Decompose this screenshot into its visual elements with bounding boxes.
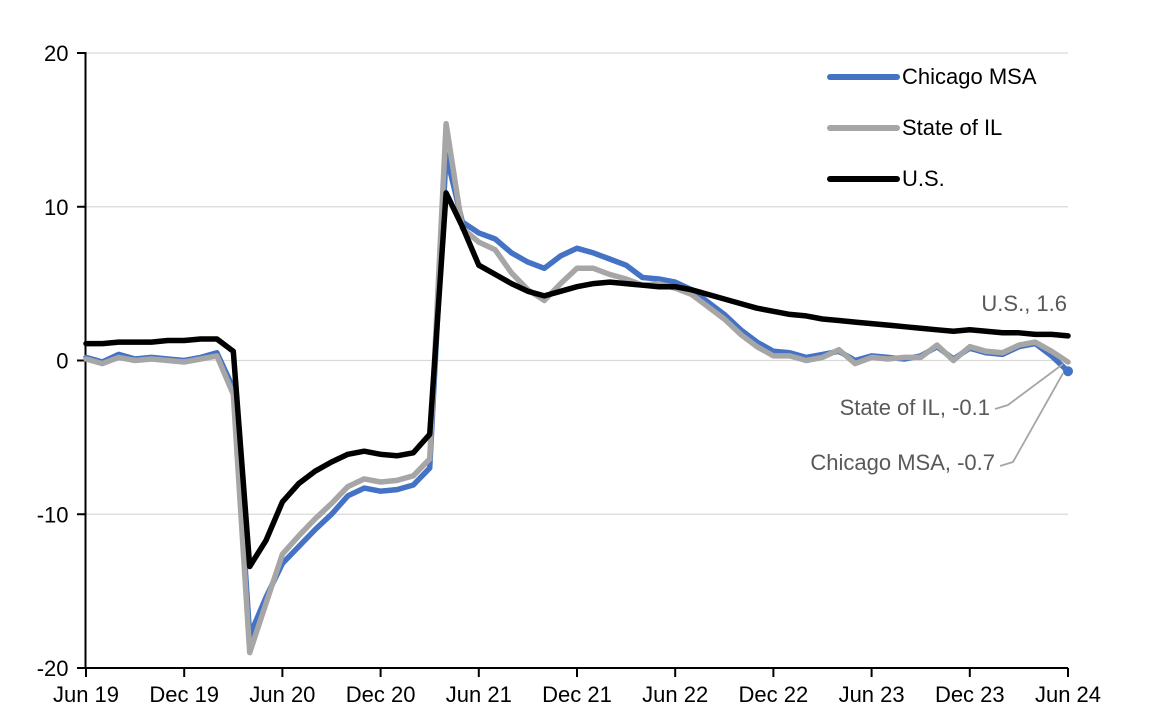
y-tick-label: 20 (44, 41, 68, 66)
legend-label-us: U.S. (902, 166, 945, 191)
y-tick-label: 10 (44, 195, 68, 220)
series-line-state-of-il (83, 120, 1071, 656)
legend-label-chicago-msa: Chicago MSA (902, 64, 1037, 89)
chicago-msa-line-swatch (827, 74, 900, 80)
us-annotation-label: U.S., 1.6 (981, 291, 1067, 316)
x-tick-label: Dec 20 (346, 682, 416, 707)
x-tick-label: Dec 21 (542, 682, 612, 707)
series-line-u-s (83, 190, 1071, 570)
chicago-msa-annotation-label: Chicago MSA, -0.7 (810, 450, 995, 475)
state-of-il-line-swatch (827, 125, 900, 131)
x-tick-label: Jun 23 (839, 682, 905, 707)
x-tick-label: Jun 19 (53, 682, 119, 707)
y-tick-label: -20 (37, 656, 69, 681)
end-marker-chicago-msa (1063, 366, 1073, 377)
legend: Chicago MSA State of IL U.S. (827, 65, 1037, 218)
x-tick-label: Dec 22 (739, 682, 809, 707)
y-tick-label: 0 (56, 349, 68, 374)
us-line-swatch (827, 176, 900, 182)
legend-item-us: U.S. (827, 167, 1037, 191)
x-tick-label: Jun 22 (642, 682, 708, 707)
x-tick-label: Dec 19 (149, 682, 219, 707)
x-tick-label: Jun 20 (249, 682, 315, 707)
legend-item-state-of-il: State of IL (827, 116, 1037, 140)
x-tick-label: Dec 23 (935, 682, 1005, 707)
state-of-il-annotation-label: State of IL, -0.1 (839, 395, 990, 420)
x-tick-label: Jun 24 (1035, 682, 1101, 707)
y-tick-label: -10 (37, 502, 69, 527)
state-of-il-leader-line (994, 363, 1064, 410)
legend-item-chicago-msa: Chicago MSA (827, 65, 1037, 89)
legend-label-state-of-il: State of IL (902, 115, 1003, 140)
chicago-msa-leader-line (999, 372, 1064, 467)
x-tick-label: Jun 21 (446, 682, 512, 707)
